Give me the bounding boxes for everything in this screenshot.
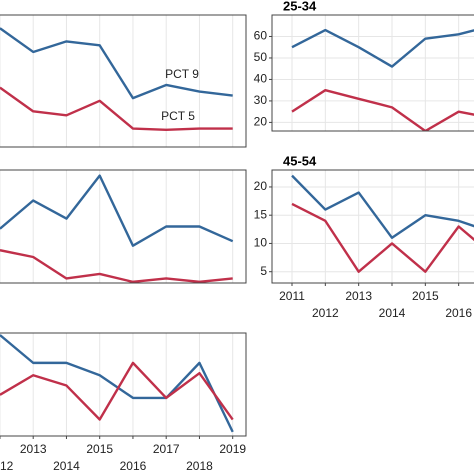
panel-title: 25-34 — [283, 0, 317, 13]
panel-frame — [271, 14, 474, 132]
x-tick-label: 2016 — [120, 459, 147, 473]
series-line — [0, 361, 234, 421]
y-tick-label: 60 — [254, 29, 268, 43]
y-tick-label: 15 — [254, 207, 268, 221]
panel-frame — [0, 169, 247, 284]
series-line — [0, 174, 234, 247]
y-tick-label: 40 — [254, 72, 268, 86]
x-tick-label: 2018 — [186, 459, 213, 473]
x-tick-label: 2017 — [153, 442, 180, 456]
panel — [272, 15, 474, 131]
panel-title: 45-54 — [283, 153, 317, 168]
y-tick-label: 50 — [254, 50, 268, 64]
x-tick-label: 2013 — [345, 289, 372, 303]
y-tick-label: 20 — [254, 115, 268, 129]
series-line — [291, 174, 474, 239]
panel — [0, 170, 246, 283]
panel: PCT 9 PCT 5 — [0, 15, 246, 147]
panel-frame — [0, 14, 247, 148]
panel-frame — [0, 332, 247, 437]
series-line — [0, 27, 233, 100]
panel-frame — [271, 169, 474, 284]
series-line — [0, 334, 234, 433]
series-line — [0, 86, 233, 132]
panel — [272, 170, 474, 283]
series-line — [291, 202, 474, 273]
y-tick-label: 10 — [254, 236, 268, 250]
series-label: PCT 5 — [161, 109, 195, 123]
x-tick-label: 2016 — [445, 306, 472, 320]
x-tick-label: 2013 — [20, 442, 47, 456]
panel-background — [272, 15, 474, 131]
series-line — [291, 88, 474, 131]
series-line — [291, 28, 474, 68]
x-tick-label: 2012 — [0, 459, 14, 473]
x-tick-label: 2019 — [219, 442, 246, 456]
series-line — [0, 249, 233, 283]
y-tick-label: 30 — [254, 93, 268, 107]
panel — [0, 333, 246, 436]
panel-background — [0, 333, 246, 436]
x-tick-label: 2014 — [53, 459, 80, 473]
x-tick-label: 2015 — [86, 442, 113, 456]
x-tick-label: 2011 — [279, 289, 305, 303]
y-tick-label: 20 — [254, 179, 268, 193]
x-tick-label: 2014 — [379, 306, 406, 320]
x-tick-label: 2015 — [412, 289, 439, 303]
series-label: PCT 9 — [165, 67, 199, 81]
x-tick-label: 2012 — [312, 306, 339, 320]
y-tick-label: 5 — [260, 264, 267, 278]
